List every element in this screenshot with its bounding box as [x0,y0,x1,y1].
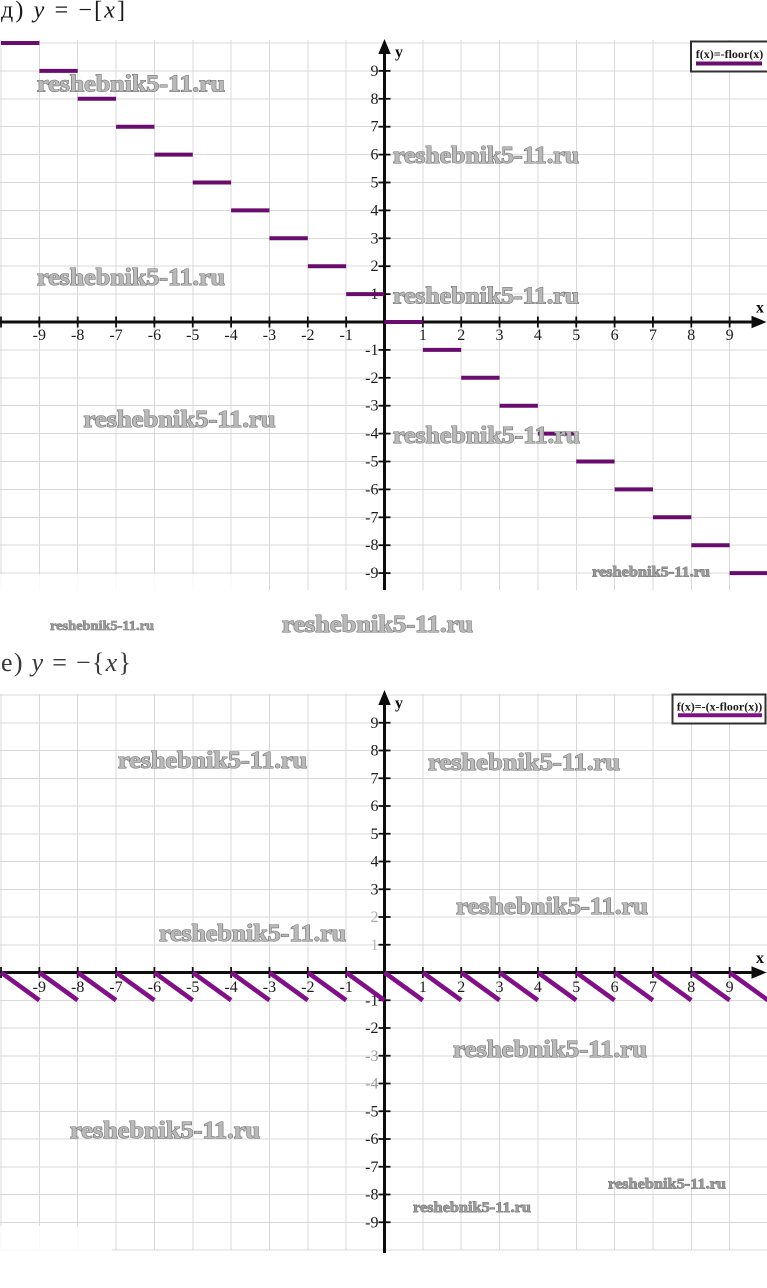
svg-text:reshebnik5-11.ru: reshebnik5-11.ru [70,1118,260,1144]
svg-text:-1: -1 [365,342,378,359]
svg-text:-1: -1 [339,327,352,344]
svg-text:2: 2 [457,979,465,996]
svg-text:reshebnik5-11.ru: reshebnik5-11.ru [393,143,579,169]
svg-text:-3: -3 [263,979,276,996]
svg-text:1: 1 [419,327,427,344]
svg-text:-2: -2 [301,979,314,996]
svg-text:6: 6 [371,798,379,815]
svg-text:-8: -8 [365,537,378,554]
svg-text:-4: -4 [224,327,237,344]
svg-text:7: 7 [649,979,657,996]
svg-text:5: 5 [371,175,379,192]
svg-text:-1: -1 [365,992,378,1009]
svg-text:7: 7 [371,770,379,787]
svg-text:3: 3 [496,979,504,996]
svg-text:7: 7 [371,119,379,136]
svg-text:8: 8 [371,743,379,760]
svg-text:-5: -5 [365,1103,378,1120]
svg-text:6: 6 [611,327,619,344]
svg-text:-9: -9 [33,327,46,344]
svg-text:reshebnik5-11.ru: reshebnik5-11.ru [159,921,346,947]
svg-text:6: 6 [611,979,619,996]
svg-text:y: y [395,695,403,712]
svg-text:-7: -7 [109,327,122,344]
svg-text:y: y [395,44,403,61]
svg-text:reshebnik5-11.ru: reshebnik5-11.ru [413,1200,531,1216]
svg-text:-6: -6 [365,481,378,498]
svg-text:reshebnik5-11.ru: reshebnik5-11.ru [393,423,580,449]
svg-text:5: 5 [371,826,379,843]
svg-text:6: 6 [371,147,379,164]
svg-text:-8: -8 [71,327,84,344]
svg-text:9: 9 [726,327,734,344]
svg-text:7: 7 [649,327,657,344]
svg-text:8: 8 [371,91,379,108]
svg-text:2: 2 [457,327,465,344]
svg-text:1: 1 [419,979,427,996]
svg-text:2: 2 [371,258,379,275]
svg-text:8: 8 [687,327,695,344]
svg-text:-5: -5 [186,327,199,344]
svg-text:9: 9 [371,715,379,732]
svg-text:reshebnik5-11.ru: reshebnik5-11.ru [37,265,225,291]
svg-text:3: 3 [371,881,379,898]
svg-text:-5: -5 [186,979,199,996]
svg-text:4: 4 [371,854,379,871]
svg-text:f(x)=-floor(x): f(x)=-floor(x) [696,47,763,61]
svg-text:-4: -4 [224,979,237,996]
svg-text:2: 2 [371,909,379,926]
svg-text:5: 5 [572,979,580,996]
svg-text:4: 4 [534,327,542,344]
svg-text:-7: -7 [109,979,122,996]
svg-text:reshebnik5-11.ru: reshebnik5-11.ru [393,284,579,310]
svg-text:-9: -9 [365,1214,378,1231]
svg-text:reshebnik5-11.ru: reshebnik5-11.ru [608,1177,726,1193]
svg-text:-8: -8 [71,979,84,996]
svg-text:1: 1 [371,937,379,954]
svg-text:reshebnik5-11.ru: reshebnik5-11.ru [592,565,710,581]
svg-text:reshebnik5-11.ru: reshebnik5-11.ru [428,750,620,776]
svg-text:x: x [756,300,764,317]
svg-text:-2: -2 [365,370,378,387]
svg-text:reshebnik5-11.ru: reshebnik5-11.ru [37,72,225,98]
svg-text:-6: -6 [148,979,161,996]
svg-text:reshebnik5-11.ru: reshebnik5-11.ru [50,618,155,633]
svg-text:-2: -2 [365,1020,378,1037]
svg-text:f(x)=-(x-floor(x)): f(x)=-(x-floor(x)) [677,700,762,714]
svg-text:-3: -3 [365,1048,378,1065]
svg-text:-9: -9 [365,565,378,582]
svg-text:8: 8 [687,979,695,996]
svg-text:3: 3 [371,230,379,247]
svg-text:5: 5 [572,327,580,344]
svg-text:9: 9 [371,63,379,80]
svg-text:-3: -3 [365,398,378,415]
svg-text:-7: -7 [365,1159,378,1176]
svg-text:4: 4 [534,979,542,996]
svg-text:д) y = −[x]: д) y = −[x] [1,0,125,24]
svg-text:-5: -5 [365,454,378,471]
svg-text:reshebnik5-11.ru: reshebnik5-11.ru [282,612,473,638]
svg-text:x: x [756,950,764,967]
svg-text:-8: -8 [365,1187,378,1204]
svg-text:-1: -1 [339,979,352,996]
svg-text:9: 9 [726,979,734,996]
svg-text:-7: -7 [365,509,378,526]
svg-text:-4: -4 [365,1076,378,1093]
svg-text:-6: -6 [365,1131,378,1148]
svg-text:-9: -9 [33,979,46,996]
svg-text:-3: -3 [263,327,276,344]
svg-text:reshebnik5-11.ru: reshebnik5-11.ru [453,1037,647,1063]
svg-text:-6: -6 [148,327,161,344]
svg-text:4: 4 [371,202,379,219]
svg-text:reshebnik5-11.ru: reshebnik5-11.ru [456,894,648,920]
svg-text:reshebnik5-11.ru: reshebnik5-11.ru [118,748,307,774]
svg-text:3: 3 [496,327,504,344]
svg-text:-2: -2 [301,327,314,344]
svg-text:-4: -4 [365,426,378,443]
svg-text:е) y = −{x}: е) y = −{x} [1,648,131,677]
svg-text:reshebnik5-11.ru: reshebnik5-11.ru [84,407,276,433]
